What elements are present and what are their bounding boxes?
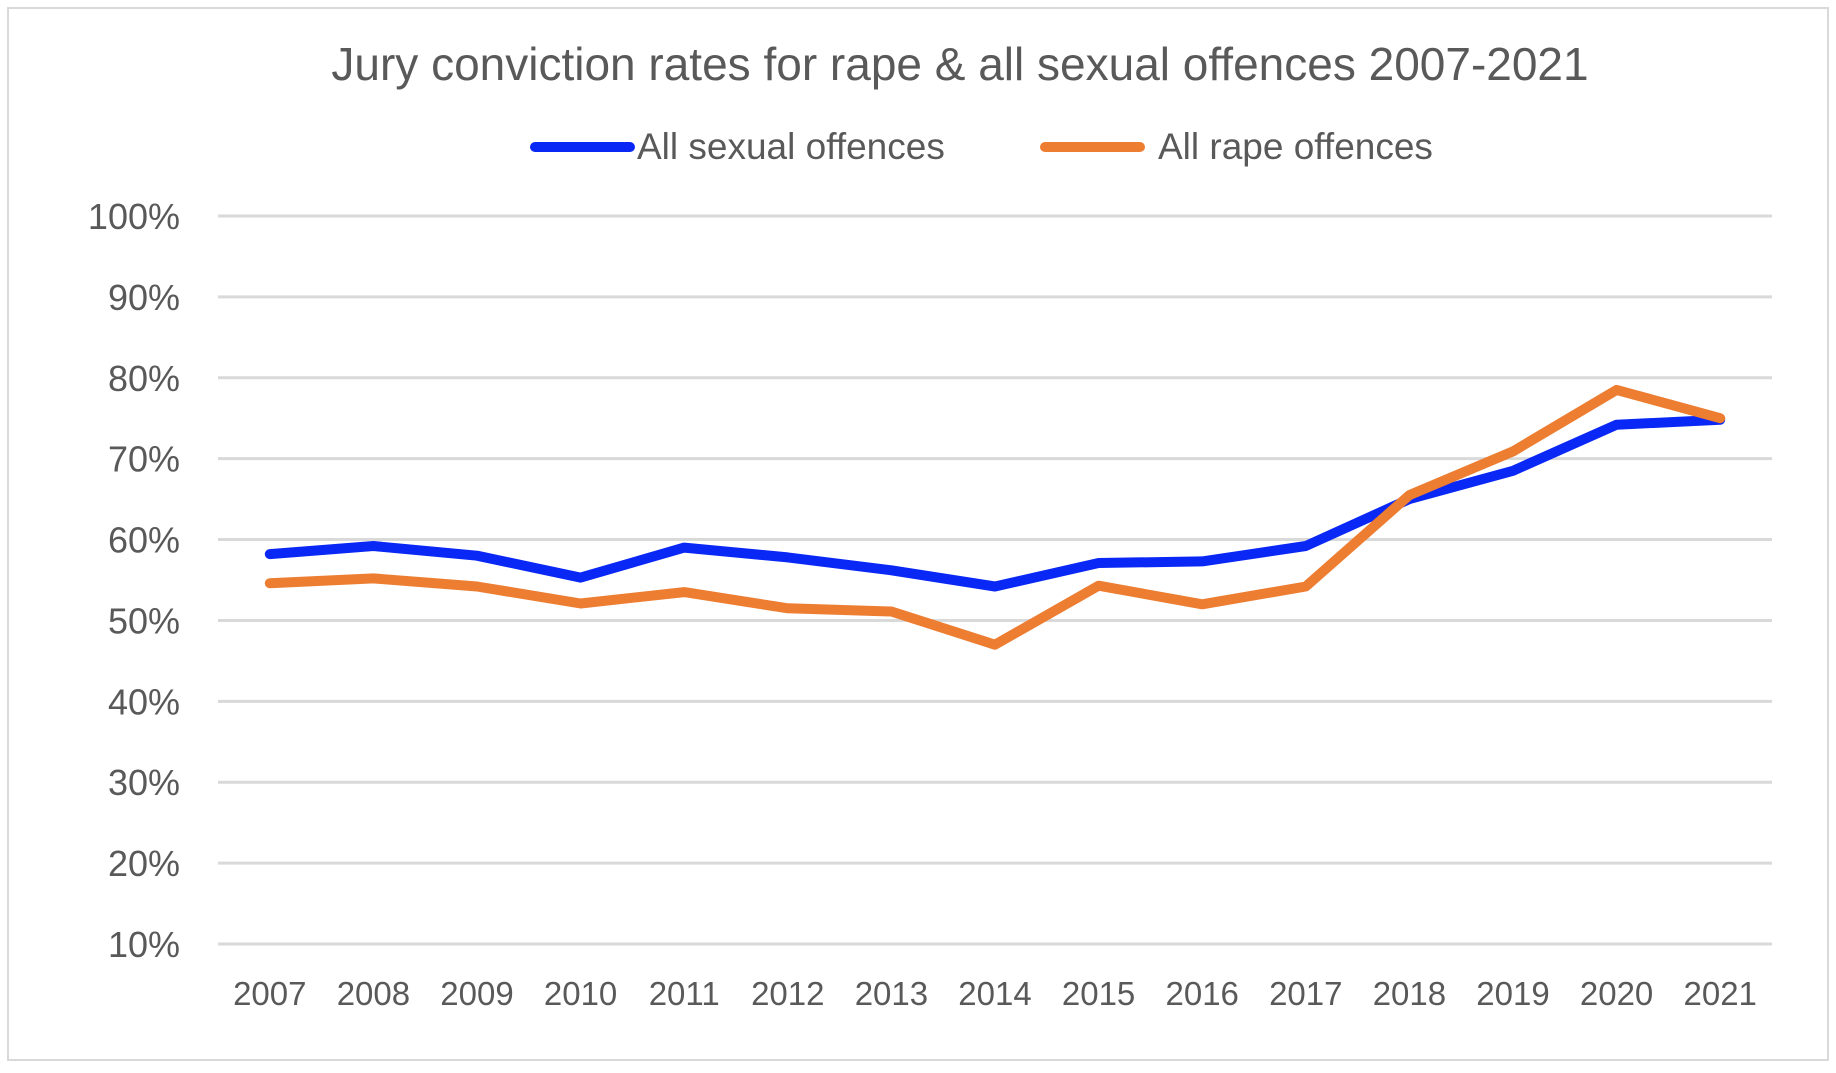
y-tick-label: 40% xyxy=(108,681,180,722)
data-point xyxy=(886,607,896,617)
data-point xyxy=(1094,558,1104,568)
data-point xyxy=(783,552,793,562)
data-point xyxy=(1094,581,1104,591)
legend-label-1: All rape offences xyxy=(1158,126,1433,167)
x-tick-label: 2017 xyxy=(1269,975,1342,1012)
data-point xyxy=(679,543,689,553)
y-tick-label: 10% xyxy=(108,924,180,965)
data-point xyxy=(1612,385,1622,395)
data-point xyxy=(1197,599,1207,609)
x-tick-label: 2015 xyxy=(1062,975,1135,1012)
x-tick-label: 2010 xyxy=(544,975,617,1012)
data-point xyxy=(886,565,896,575)
data-point xyxy=(1508,446,1518,456)
data-point xyxy=(990,581,1000,591)
x-tick-label: 2012 xyxy=(751,975,824,1012)
series-line-1 xyxy=(264,384,1726,650)
data-point xyxy=(1612,420,1622,430)
y-tick-label: 50% xyxy=(108,600,180,641)
x-tick-label: 2008 xyxy=(337,975,410,1012)
x-tick-label: 2020 xyxy=(1580,975,1653,1012)
gridlines xyxy=(218,214,1772,946)
series-lines xyxy=(264,384,1726,650)
data-point xyxy=(265,578,275,588)
chart-title: Jury conviction rates for rape & all sex… xyxy=(331,38,1588,90)
y-tick-label: 30% xyxy=(108,762,180,803)
data-point xyxy=(1404,490,1414,500)
y-tick-label: 80% xyxy=(108,358,180,399)
series-line-0 xyxy=(264,414,1726,592)
x-tick-label: 2018 xyxy=(1373,975,1446,1012)
data-point xyxy=(679,587,689,597)
x-tick-label: 2014 xyxy=(958,975,1031,1012)
x-tick-label: 2007 xyxy=(233,975,306,1012)
y-tick-label: 90% xyxy=(108,277,180,318)
x-tick-label: 2013 xyxy=(855,975,928,1012)
data-point xyxy=(990,640,1000,650)
data-point xyxy=(783,603,793,613)
chart-border xyxy=(7,7,1829,1061)
x-tick-label: 2009 xyxy=(440,975,513,1012)
data-point xyxy=(1715,413,1725,423)
data-point xyxy=(472,551,482,561)
data-point xyxy=(368,541,378,551)
y-tick-label: 60% xyxy=(108,520,180,561)
data-point xyxy=(1197,556,1207,566)
data-point xyxy=(265,549,275,559)
data-point xyxy=(368,573,378,583)
legend-label-0: All sexual offences xyxy=(637,126,945,167)
x-tick-label: 2016 xyxy=(1165,975,1238,1012)
data-point xyxy=(1301,541,1311,551)
data-point xyxy=(576,573,586,583)
y-tick-label: 100% xyxy=(88,196,180,237)
data-point xyxy=(472,581,482,591)
data-point xyxy=(576,598,586,608)
x-tick-label: 2019 xyxy=(1476,975,1549,1012)
y-tick-label: 20% xyxy=(108,843,180,884)
x-axis: 2007 2008 2009 2010 2011 2012 2013 2014 2015 2016… xyxy=(233,975,1757,1012)
y-tick-label: 70% xyxy=(108,439,180,480)
y-axis: 10% 20% 30% 40% 50% 60% 70% 80% 90% 100% xyxy=(88,196,180,965)
x-tick-label: 2011 xyxy=(649,975,720,1012)
data-point xyxy=(1508,466,1518,476)
data-point xyxy=(1301,581,1311,591)
legend: All sexual offences All rape offences xyxy=(530,126,1433,167)
x-tick-label: 2021 xyxy=(1683,975,1756,1012)
